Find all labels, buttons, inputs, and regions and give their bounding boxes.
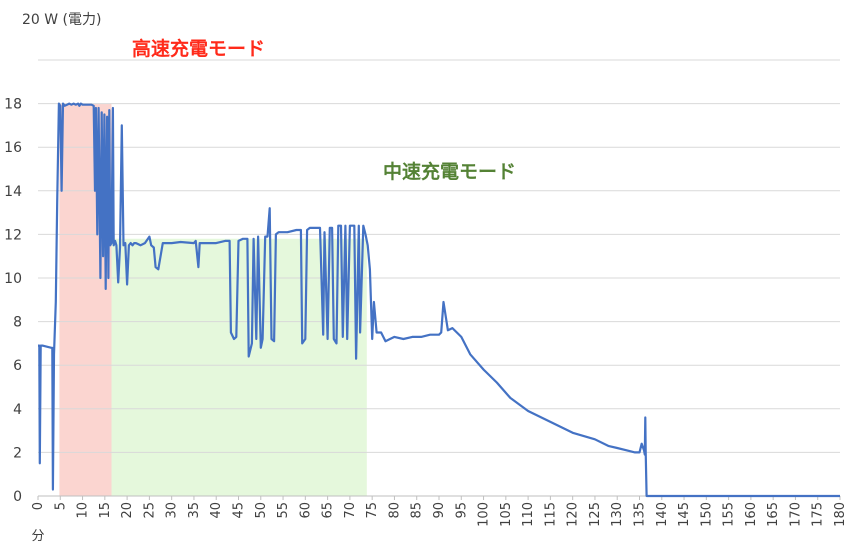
x-tick-180: 180 [833, 502, 848, 527]
x-tick-130: 130 [610, 502, 625, 527]
region-label-1: 高速充電モード [132, 37, 265, 60]
y-tick-4: 4 [13, 402, 22, 418]
x-tick-45: 45 [232, 502, 247, 519]
x-tick-20: 20 [120, 502, 135, 519]
x-tick-80: 80 [387, 502, 402, 519]
x-tick-70: 70 [343, 502, 358, 519]
x-tick-110: 110 [521, 502, 536, 527]
x-tick-35: 35 [187, 502, 202, 519]
y-tick-10: 10 [4, 271, 22, 287]
y-tick-6: 6 [13, 358, 22, 374]
gridlines [38, 59, 840, 497]
x-tick-40: 40 [209, 502, 224, 519]
x-tick-65: 65 [321, 502, 336, 519]
x-tick-25: 25 [142, 502, 157, 519]
x-tick-125: 125 [588, 502, 603, 527]
y-tick-14: 14 [4, 184, 22, 200]
series-layer [38, 102, 840, 498]
x-tick-90: 90 [432, 502, 447, 519]
x-tick-75: 75 [365, 502, 380, 519]
x-tick-5: 5 [53, 502, 68, 510]
y-tick-2: 2 [13, 445, 22, 461]
x-tick-150: 150 [699, 502, 714, 527]
y-tick-0: 0 [13, 489, 22, 505]
x-tick-155: 155 [722, 502, 737, 527]
y-axis-label: 20 W (電力) [22, 12, 101, 28]
y-tick-18: 18 [4, 97, 22, 113]
y-axis-ticks: 0 2 4 6 8 10 12 14 16 18 [4, 97, 22, 505]
x-tick-145: 145 [677, 502, 692, 527]
region-label-2: 中速充電モード [383, 160, 516, 183]
x-tick-50: 50 [254, 502, 269, 519]
x-tick-30: 30 [165, 502, 180, 519]
x-tick-160: 160 [744, 502, 759, 527]
x-tick-85: 85 [410, 502, 425, 519]
x-tick-10: 10 [76, 502, 91, 519]
x-axis-label: 分 [31, 529, 44, 544]
x-tick-115: 115 [543, 502, 558, 527]
x-tick-165: 165 [766, 502, 781, 527]
series-line-1 [38, 102, 840, 498]
x-tick-95: 95 [454, 502, 469, 519]
x-axis-ticks: 0 5 10 15 20 25 30 35 40 45 50 55 60 65 70 75 80 85 90 95 10… [31, 496, 848, 527]
x-tick-55: 55 [276, 502, 291, 519]
x-tick-170: 170 [788, 502, 803, 527]
y-tick-8: 8 [13, 315, 22, 331]
y-tick-12: 12 [4, 227, 22, 243]
x-tick-175: 175 [811, 502, 826, 527]
x-tick-105: 105 [499, 502, 514, 527]
x-tick-0: 0 [31, 502, 46, 510]
x-tick-135: 135 [633, 502, 648, 527]
x-tick-100: 100 [477, 502, 492, 527]
y-tick-16: 16 [4, 140, 22, 156]
x-tick-60: 60 [298, 502, 313, 519]
x-tick-15: 15 [98, 502, 113, 519]
x-tick-140: 140 [655, 502, 670, 527]
x-tick-120: 120 [566, 502, 581, 527]
